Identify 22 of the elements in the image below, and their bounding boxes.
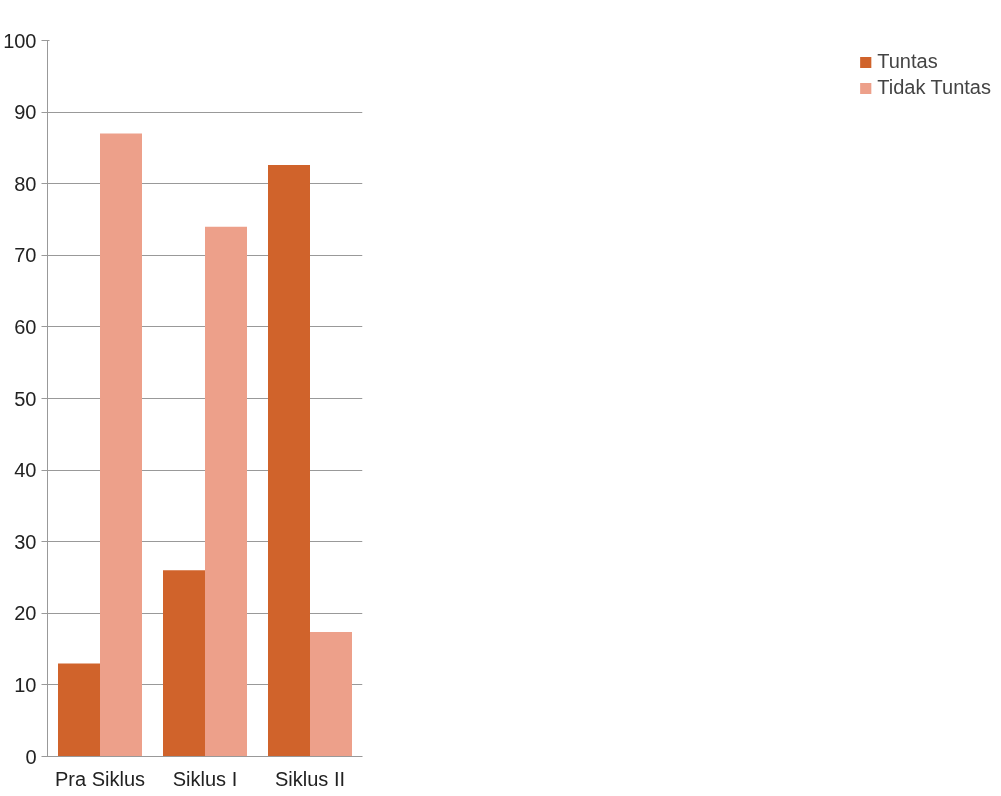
legend-label: Tidak Tuntas bbox=[877, 76, 991, 99]
bar bbox=[163, 570, 205, 757]
y-tick-label: 50 bbox=[14, 387, 37, 410]
x-tick-label: Pra Siklus bbox=[54, 767, 146, 790]
y-tick-label: 90 bbox=[14, 101, 37, 124]
x-tick-label: Siklus I bbox=[172, 767, 238, 790]
y-tick-label: 100 bbox=[3, 29, 37, 52]
y-tick-label: 60 bbox=[14, 315, 37, 338]
x-tick-label: Siklus II bbox=[274, 767, 346, 790]
bar bbox=[58, 663, 100, 757]
bar bbox=[310, 631, 352, 757]
y-tick-label: 10 bbox=[14, 673, 37, 696]
legend-label: Tuntas bbox=[877, 50, 938, 73]
y-tick-label: 30 bbox=[14, 530, 37, 553]
bar bbox=[100, 133, 142, 757]
y-tick-label: 0 bbox=[25, 745, 37, 768]
y-tick-label: 40 bbox=[14, 459, 37, 482]
bar bbox=[205, 226, 247, 757]
y-tick-label: 70 bbox=[14, 244, 37, 267]
y-tick-label: 20 bbox=[14, 602, 37, 625]
y-tick-label: 80 bbox=[14, 172, 37, 195]
bar bbox=[268, 165, 310, 757]
